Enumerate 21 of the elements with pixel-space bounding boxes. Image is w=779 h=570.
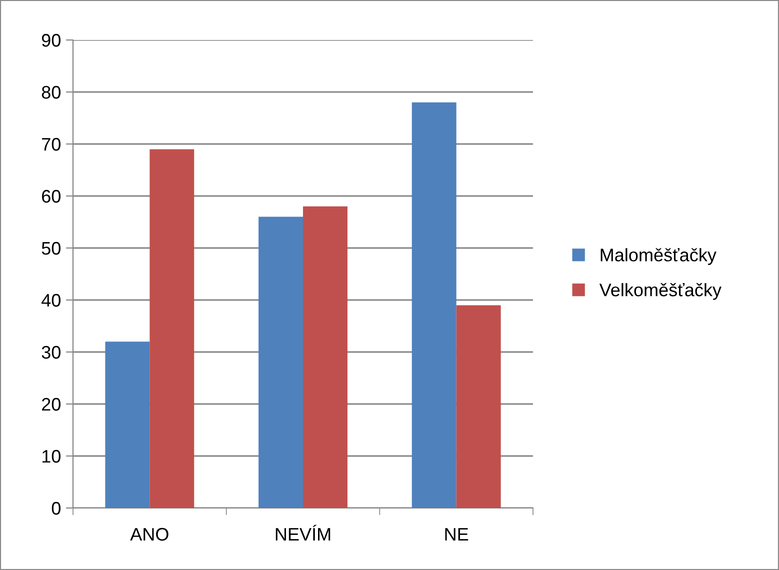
y-tick-label: 40 xyxy=(42,294,60,307)
bar xyxy=(303,206,348,508)
legend-label: Maloměšťačky xyxy=(600,248,716,265)
y-tick-label: 90 xyxy=(42,34,60,47)
y-tick-label: 60 xyxy=(42,190,60,203)
y-tick-label: 30 xyxy=(42,346,60,359)
y-tick-label: 80 xyxy=(42,86,60,99)
x-tick-label: ANO xyxy=(130,528,168,541)
bar xyxy=(150,149,194,508)
legend-label: Velkoměšťačky xyxy=(599,283,722,300)
x-tick-label: NEVÍM xyxy=(276,524,330,541)
bar xyxy=(105,342,150,508)
bar xyxy=(258,216,303,508)
x-tick-label: NE xyxy=(445,528,468,541)
y-tick-label: 70 xyxy=(42,138,60,151)
y-tick-label: 20 xyxy=(42,398,60,411)
y-tick-label: 50 xyxy=(42,242,60,255)
bar xyxy=(412,102,456,508)
y-tick-label: 10 xyxy=(42,450,60,463)
bar xyxy=(456,305,501,508)
y-tick-label: 0 xyxy=(52,502,60,515)
